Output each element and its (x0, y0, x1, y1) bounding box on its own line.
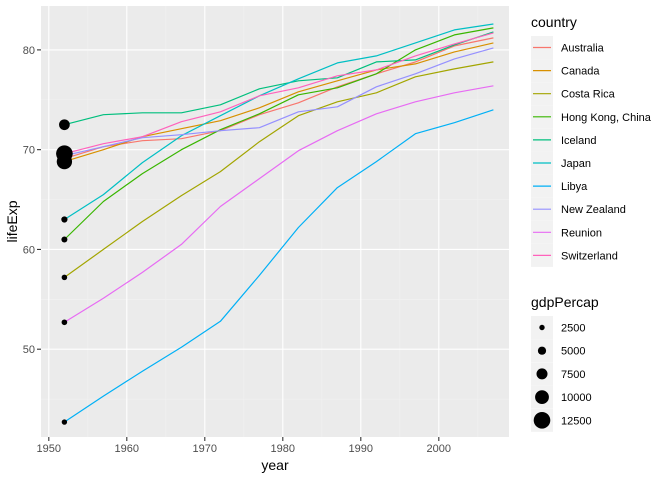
legend-label: Libya (561, 181, 588, 193)
gdp-point (61, 236, 68, 243)
y-tick-label: 50 (23, 344, 35, 356)
series-line (64, 109, 494, 423)
gdp-legend: gdpPercap 2500 5000 7500 10000 12500 (531, 294, 599, 432)
series-lines (63, 23, 494, 423)
y-tick-label: 80 (23, 45, 35, 57)
major-grid (41, 6, 509, 437)
legend-label: 12500 (561, 415, 592, 427)
legend-label: Iceland (561, 135, 596, 147)
legend-size-point (537, 346, 547, 355)
axis-ticks: 1950 1960 1970 1980 1990 2000 50 60 70 80 (23, 45, 451, 455)
plot-panel (41, 6, 509, 437)
series-line (64, 85, 494, 323)
y-axis-title: lifeExp (4, 200, 20, 242)
y-tick-label: 70 (23, 145, 35, 157)
gdp-point (59, 119, 70, 131)
gdp-points (56, 119, 73, 425)
series-line (64, 31, 494, 126)
series-line (64, 23, 494, 221)
x-tick-label: 1950 (37, 443, 61, 455)
legend-label: Australia (561, 43, 605, 55)
legend-label: Costa Rica (561, 89, 616, 101)
legend-label: 2500 (561, 323, 585, 335)
legend-label: Canada (561, 66, 600, 78)
legend-label: 7500 (561, 369, 585, 381)
x-tick-label: 1970 (193, 443, 217, 455)
gdp-point (61, 274, 68, 281)
legend-label: 10000 (561, 392, 592, 404)
x-tick-label: 1990 (349, 443, 373, 455)
x-axis-title: year (261, 457, 289, 473)
y-tick-label: 60 (23, 244, 35, 256)
series-line (64, 37, 494, 160)
series-line (63, 27, 494, 240)
legend-label: Switzerland (561, 250, 618, 262)
legend-label: 5000 (561, 346, 585, 358)
minor-grid (41, 6, 509, 437)
gdp-point (61, 216, 68, 223)
series-line (64, 32, 494, 155)
legend-size-point (535, 390, 549, 404)
legend-label: New Zealand (561, 204, 626, 216)
series-line (64, 61, 494, 278)
x-tick-label: 2000 (427, 443, 451, 455)
gdp-point (56, 145, 73, 162)
legend-size-point (539, 324, 545, 331)
gdp-point (61, 419, 68, 425)
legend-label: Hong Kong, China (561, 112, 652, 124)
x-tick-label: 1980 (271, 443, 295, 455)
legend-size-point (533, 412, 551, 429)
legend-label: Reunion (561, 227, 602, 239)
x-tick-label: 1960 (115, 443, 139, 455)
country-legend: country Australia Canada Costa Rica Hong Ko… (531, 14, 652, 267)
legend-label: Japan (561, 158, 591, 170)
legend-size-point (536, 368, 548, 380)
series-line (64, 47, 494, 157)
gdp-legend-title: gdpPercap (531, 294, 599, 310)
country-legend-title: country (531, 14, 577, 30)
gdp-point (61, 319, 68, 326)
